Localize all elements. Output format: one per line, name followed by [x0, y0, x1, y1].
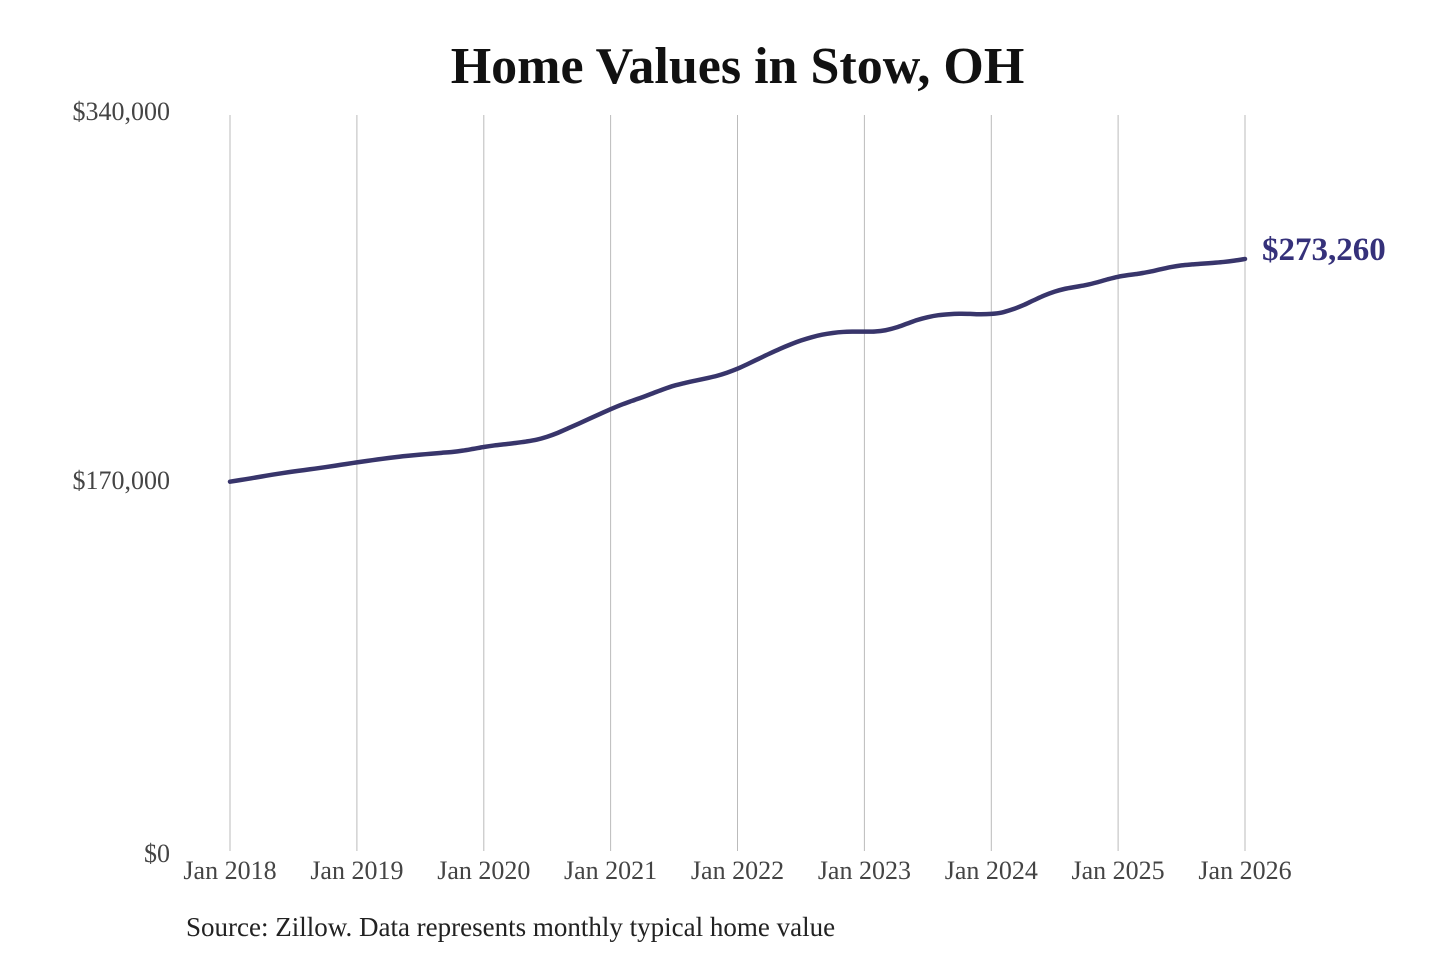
svg-text:Jan 2022: Jan 2022	[691, 856, 784, 885]
svg-text:Jan 2025: Jan 2025	[1072, 856, 1165, 885]
svg-text:Jan 2019: Jan 2019	[310, 856, 403, 885]
svg-text:Jan 2024: Jan 2024	[945, 856, 1038, 885]
svg-text:Jan 2020: Jan 2020	[437, 856, 530, 885]
svg-text:$0: $0	[144, 839, 170, 868]
svg-text:Jan 2021: Jan 2021	[564, 856, 657, 885]
svg-text:Jan 2018: Jan 2018	[183, 856, 276, 885]
svg-text:Jan 2023: Jan 2023	[818, 856, 911, 885]
svg-text:Jan 2026: Jan 2026	[1198, 856, 1291, 885]
svg-text:$273,260: $273,260	[1262, 232, 1386, 268]
svg-text:$340,000: $340,000	[73, 97, 171, 126]
svg-text:$170,000: $170,000	[73, 466, 171, 495]
